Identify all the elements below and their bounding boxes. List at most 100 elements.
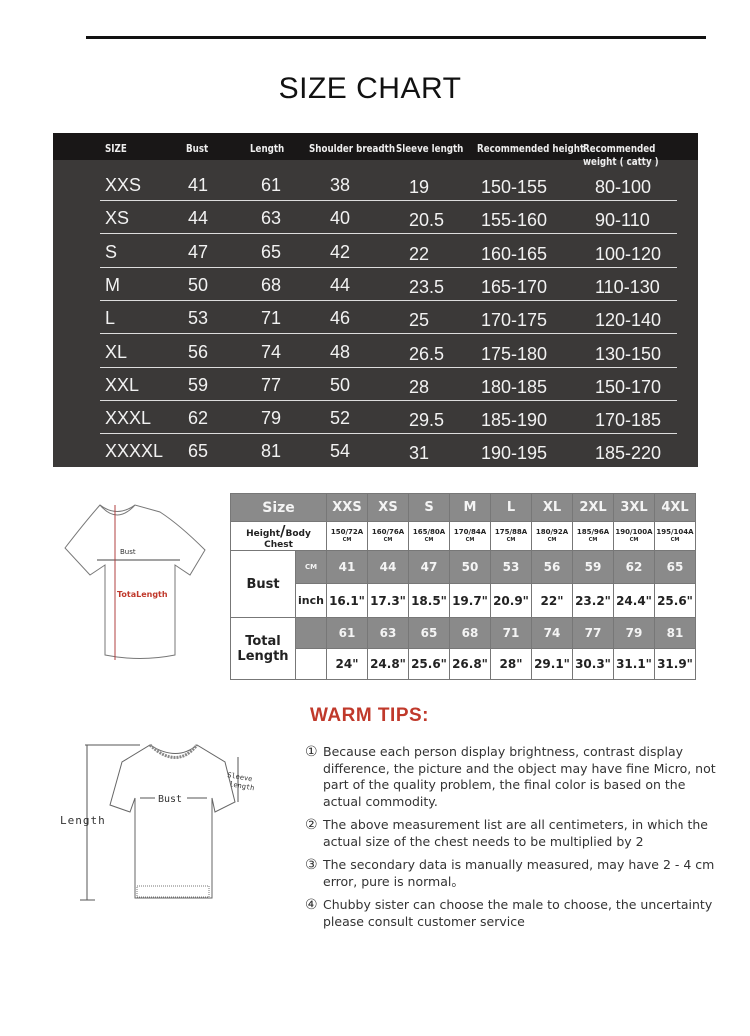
size-chart-table: SIZE Bust Length Shoulder breadth Sleeve len…	[53, 133, 698, 467]
table-cell: 77	[261, 374, 282, 395]
height-chest-value: 195/104A CM	[654, 521, 696, 551]
height-chest-value: 180/92A CM	[531, 521, 573, 551]
table-cell: 68	[261, 274, 282, 295]
length-inch-value: 26.8"	[449, 648, 491, 680]
cm-unit-empty	[295, 617, 327, 649]
row-divider	[100, 266, 677, 268]
hb-value: 165/80A	[412, 528, 446, 536]
bust-cm-value: 44	[367, 550, 409, 584]
hb-value: 175/88A	[494, 528, 528, 536]
length-cm-value: 65	[408, 617, 450, 649]
length-cm-value: 81	[654, 617, 696, 649]
table-cell: 44	[330, 274, 351, 295]
table-cell: 40	[330, 208, 351, 229]
length-inch-value: 30.3"	[572, 648, 614, 680]
table-cell: 53	[188, 308, 209, 329]
table-cell: 81	[261, 441, 282, 462]
table-cell: XXXXL	[105, 441, 164, 462]
table-cell: 150-170	[595, 376, 662, 397]
table-cell: 175-180	[481, 343, 548, 364]
table-cell: XS	[105, 208, 130, 229]
header-4: Sleeve length	[396, 142, 464, 155]
tip-text: Because each person display brightness, …	[323, 744, 716, 809]
table-cell: 44	[188, 208, 209, 229]
hb-unit: CM	[342, 537, 352, 543]
header-0: SIZE	[105, 142, 127, 155]
hb-unit: CM	[383, 537, 393, 543]
height-chest-value: 150/72A CM	[326, 521, 368, 551]
length-inch-value: 31.9"	[654, 648, 696, 680]
table-cell: 41	[188, 175, 209, 195]
tip-text: Chubby sister can choose the male to cho…	[323, 897, 713, 929]
cm-unit-label: CM	[295, 550, 327, 584]
hb-value: 190/100A	[615, 528, 653, 536]
size-header: 3XL	[613, 493, 655, 522]
table-cell: 180-185	[481, 376, 548, 397]
bust-cm-value: 53	[490, 550, 532, 584]
length-inch-value: 24.8"	[367, 648, 409, 680]
inch-unit-empty	[295, 648, 327, 680]
header-5: Recommended height	[477, 142, 585, 155]
length-cm-value: 61	[326, 617, 368, 649]
table-cell: 170-185	[595, 410, 662, 431]
bust-inch-value: 17.3"	[367, 583, 409, 618]
table-cell: 54	[330, 441, 351, 462]
bust-cm-value: 56	[531, 550, 573, 584]
hb-unit: CM	[629, 537, 639, 543]
bust-label: Bust	[158, 794, 182, 805]
table-cell: 22	[409, 243, 430, 264]
hb-value: 195/104A	[656, 528, 694, 536]
hb-value: 160/76A	[371, 528, 405, 536]
row-divider	[100, 200, 677, 201]
top-rule	[86, 36, 706, 39]
inch-unit-label: inch	[295, 583, 327, 618]
bust-inch-value: 16.1"	[326, 583, 368, 618]
table-cell: 120-140	[595, 310, 662, 331]
header-6: Recommended weight ( catty )	[583, 142, 659, 168]
height-chest-value: 160/76A CM	[367, 521, 409, 551]
table-cell: 150-155	[481, 177, 548, 197]
bust-inch-value: 24.4"	[613, 583, 655, 618]
hb-value: 170/84A	[453, 528, 487, 536]
length-cm-value: 71	[490, 617, 532, 649]
bust-cm-value: 50	[449, 550, 491, 584]
hb-value: 180/92A	[535, 528, 569, 536]
tip-number: ③	[305, 857, 318, 873]
table-cell: 90-110	[595, 210, 650, 231]
bust-label: Bust	[230, 550, 296, 618]
size-conversion-table: Size XXS XS S M L XL 2XL 3XL 4XL Height/Body Chest…	[230, 493, 696, 680]
bust-inch-value: 22"	[531, 583, 573, 618]
tip-number: ④	[305, 897, 318, 913]
table-cell: 28	[409, 376, 430, 397]
table-cell: 110-130	[595, 276, 660, 297]
tshirt-diagram-total-length: Bust TotaLength	[64, 504, 206, 660]
bust-label: Bust	[120, 548, 136, 556]
size-header: L	[490, 493, 532, 522]
table-cell: 23.5	[409, 276, 445, 297]
table-cell: 56	[188, 341, 209, 362]
table-cell: 185-190	[481, 410, 548, 431]
table-cell: M	[105, 274, 120, 295]
table-cell: 190-195	[481, 443, 548, 464]
bust-inch-value: 23.2"	[572, 583, 614, 618]
size-header: 2XL	[572, 493, 614, 522]
table-cell: 65	[188, 441, 209, 462]
bust-cm-value: 62	[613, 550, 655, 584]
tip-item: ③ The secondary data is manually measured…	[305, 857, 725, 890]
height-body-chest-label: Height/Body Chest	[230, 521, 327, 551]
table-cell: 47	[188, 241, 209, 262]
size-header: 4XL	[654, 493, 696, 522]
table-cell: 20.5	[409, 210, 445, 231]
header-2: Length	[250, 142, 285, 155]
table-cell: L	[105, 308, 116, 329]
tshirt-diagram-measurements: Length Bust Sleeve length	[60, 743, 255, 901]
table-cell: 62	[188, 408, 209, 429]
table-cell: 29.5	[409, 410, 445, 431]
table-row: 24" 24.8" 25.6" 26.8" 28" 29.1" 30.3" 31.1" 31.9…	[231, 648, 696, 680]
bust-cm-value: 65	[654, 550, 696, 584]
height-label: Height	[246, 529, 281, 539]
table-cell: 155-160	[481, 210, 548, 231]
hb-unit: CM	[465, 537, 475, 543]
length-cm-value: 63	[367, 617, 409, 649]
table-cell: 130-150	[595, 343, 662, 364]
